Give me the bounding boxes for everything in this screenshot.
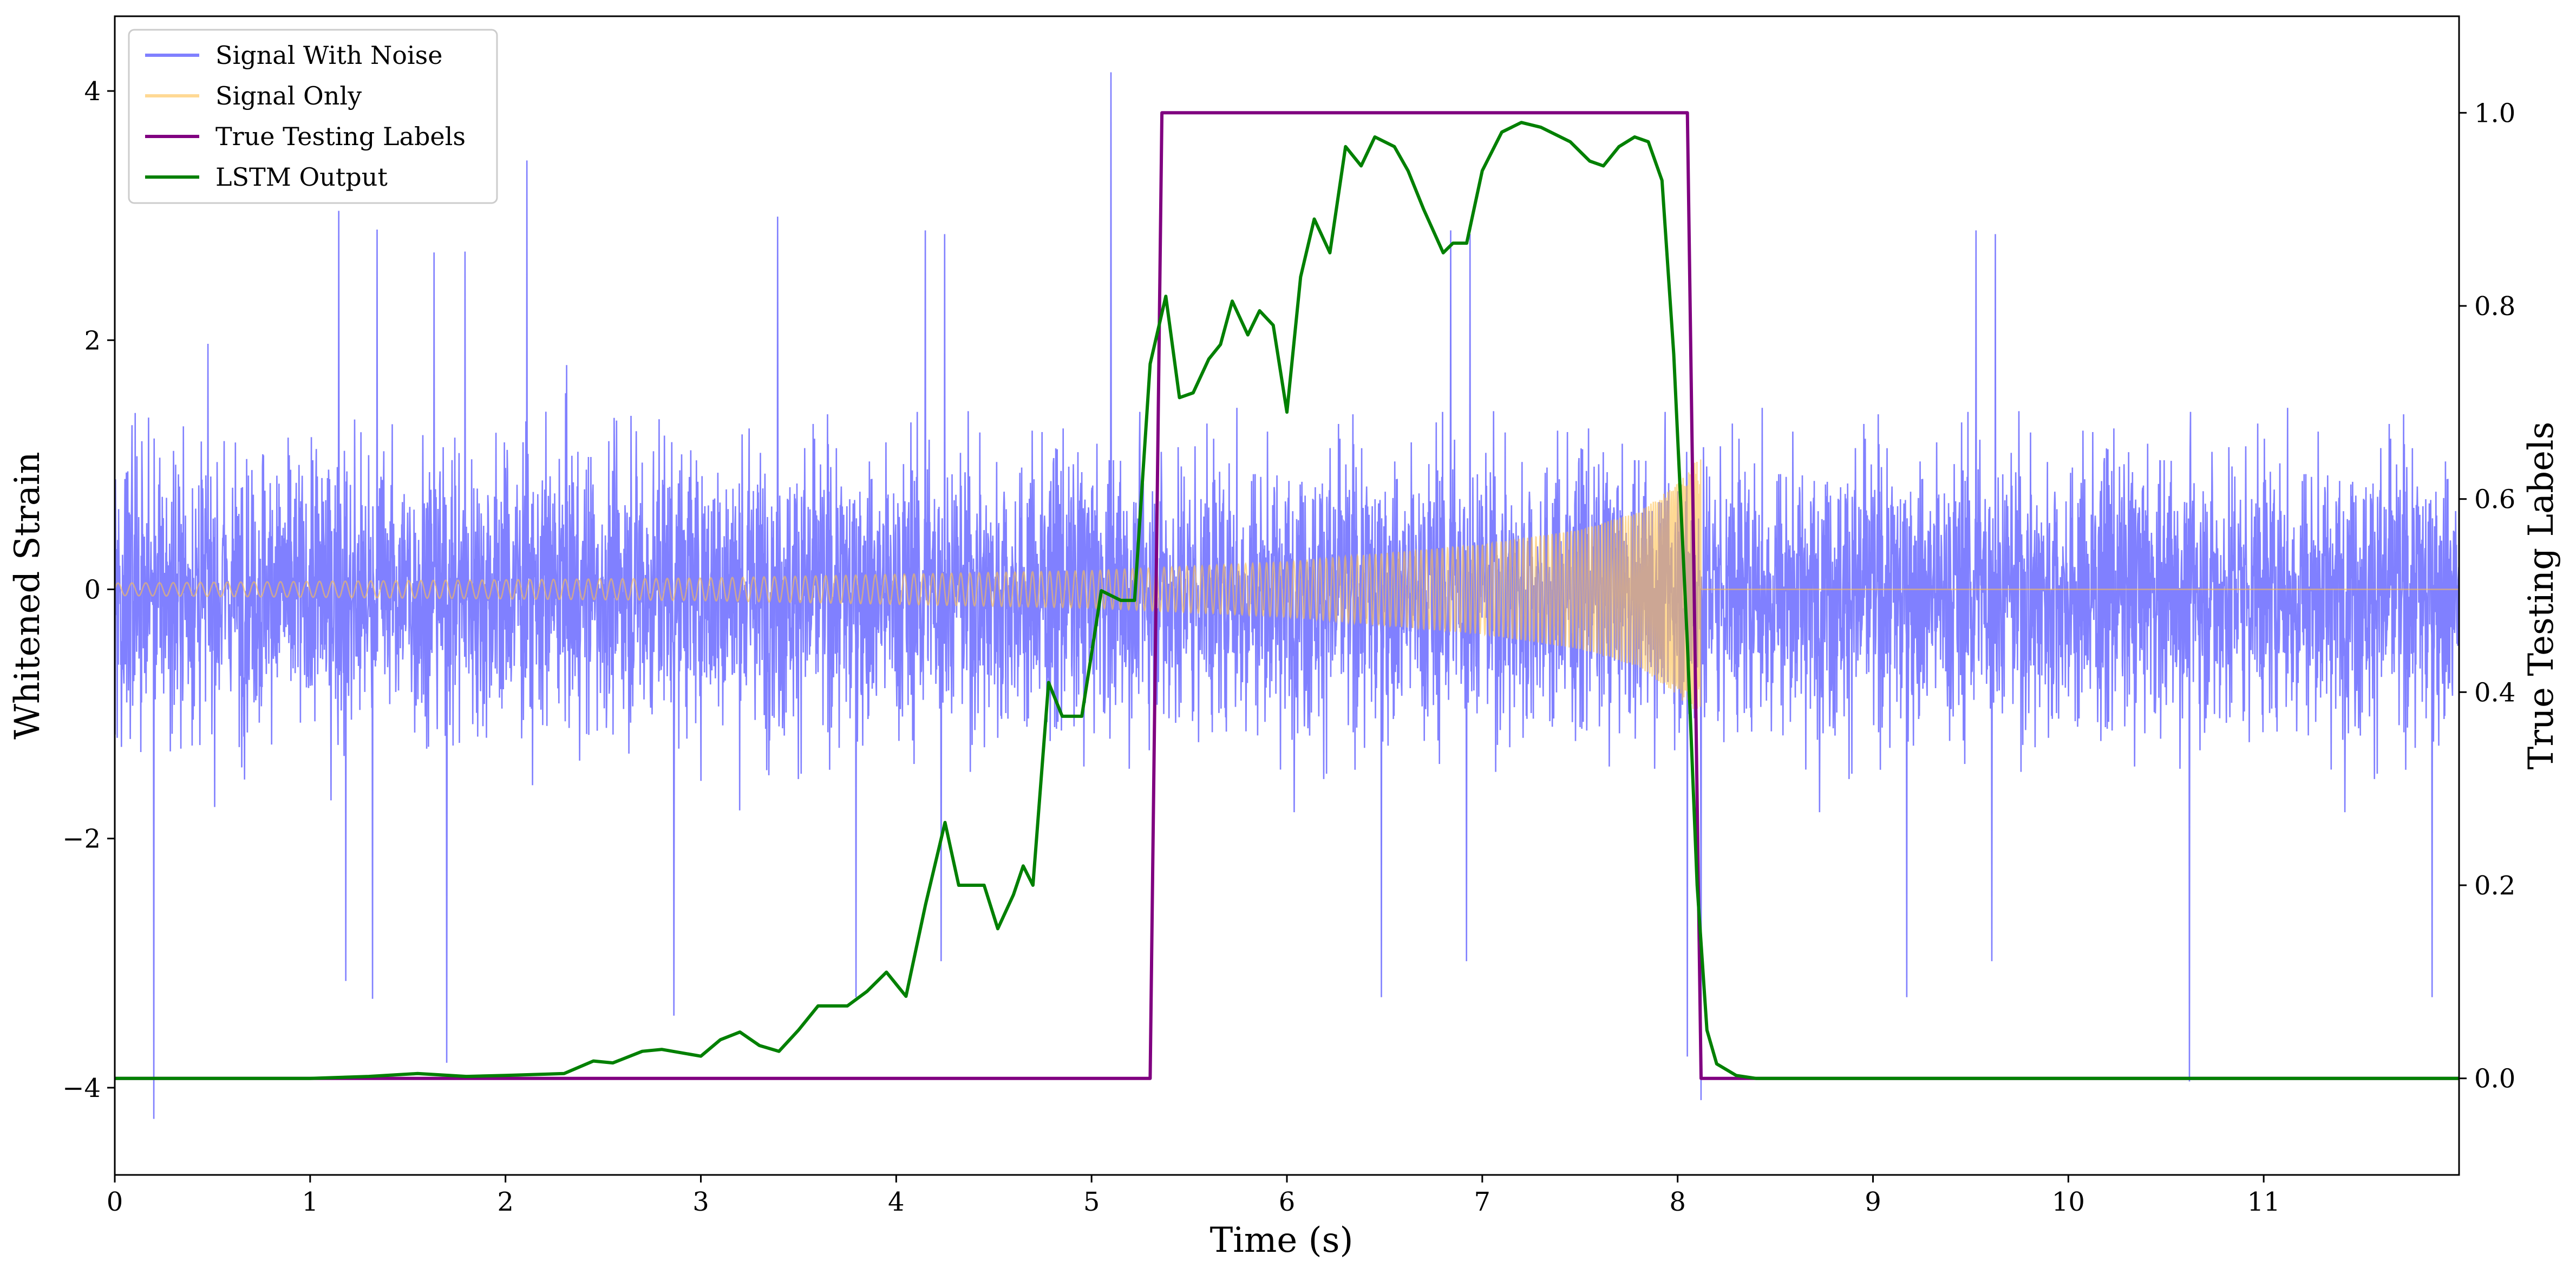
y-tick-label: 2 <box>84 325 101 356</box>
y-tick-label: −2 <box>62 824 101 854</box>
legend-label-signal-with-noise: Signal With Noise <box>215 41 442 70</box>
x-tick-label: 3 <box>692 1187 709 1217</box>
series-layer <box>115 72 2459 1119</box>
x-tick-label: 11 <box>2247 1187 2280 1217</box>
y2-axis-label: True Testing Labels <box>2521 422 2561 770</box>
y2-tick-label: 1.0 <box>2474 98 2515 128</box>
legend-box <box>128 29 498 204</box>
y2-tick-label: 0.2 <box>2474 871 2515 901</box>
legend-label-lstm-output: LSTM Output <box>215 162 388 192</box>
x-axis: 0 1 2 3 4 5 6 7 8 9 10 11 <box>107 1175 2280 1217</box>
x-tick-label: 9 <box>1865 1187 1881 1217</box>
y-axis-right: 0.0 0.2 0.4 0.6 0.8 1.0 <box>2459 98 2515 1094</box>
x-tick-label: 2 <box>497 1187 514 1217</box>
y2-tick-label: 0.4 <box>2474 677 2515 708</box>
y-tick-label: 0 <box>84 574 101 605</box>
legend: Signal With Noise Signal Only True Testing… <box>128 29 498 204</box>
y2-tick-label: 0.0 <box>2474 1064 2515 1094</box>
signal-with-noise-line <box>115 72 2459 1119</box>
x-tick-label: 1 <box>302 1187 319 1217</box>
x-tick-label: 0 <box>107 1187 123 1217</box>
x-tick-label: 8 <box>1669 1187 1686 1217</box>
y-tick-label: −4 <box>62 1073 101 1103</box>
x-tick-label: 10 <box>2052 1187 2085 1217</box>
lstm-output-line <box>115 121 2459 1080</box>
legend-label-true-testing-labels: True Testing Labels <box>215 122 466 151</box>
y2-tick-label: 0.8 <box>2474 291 2515 322</box>
y-axis-left: −4 −2 0 2 4 <box>62 76 115 1103</box>
legend-label-signal-only: Signal Only <box>215 81 362 110</box>
signal-only-line <box>115 459 2459 718</box>
x-tick-label: 4 <box>888 1187 905 1217</box>
x-tick-label: 5 <box>1083 1187 1100 1217</box>
y-tick-label: 4 <box>84 76 101 107</box>
y2-tick-label: 0.6 <box>2474 485 2515 515</box>
x-tick-label: 7 <box>1474 1187 1491 1217</box>
y-axis-label: Whitened Strain <box>8 452 48 739</box>
x-tick-label: 6 <box>1279 1187 1296 1217</box>
x-axis-label: Time (s) <box>1210 1220 1354 1260</box>
